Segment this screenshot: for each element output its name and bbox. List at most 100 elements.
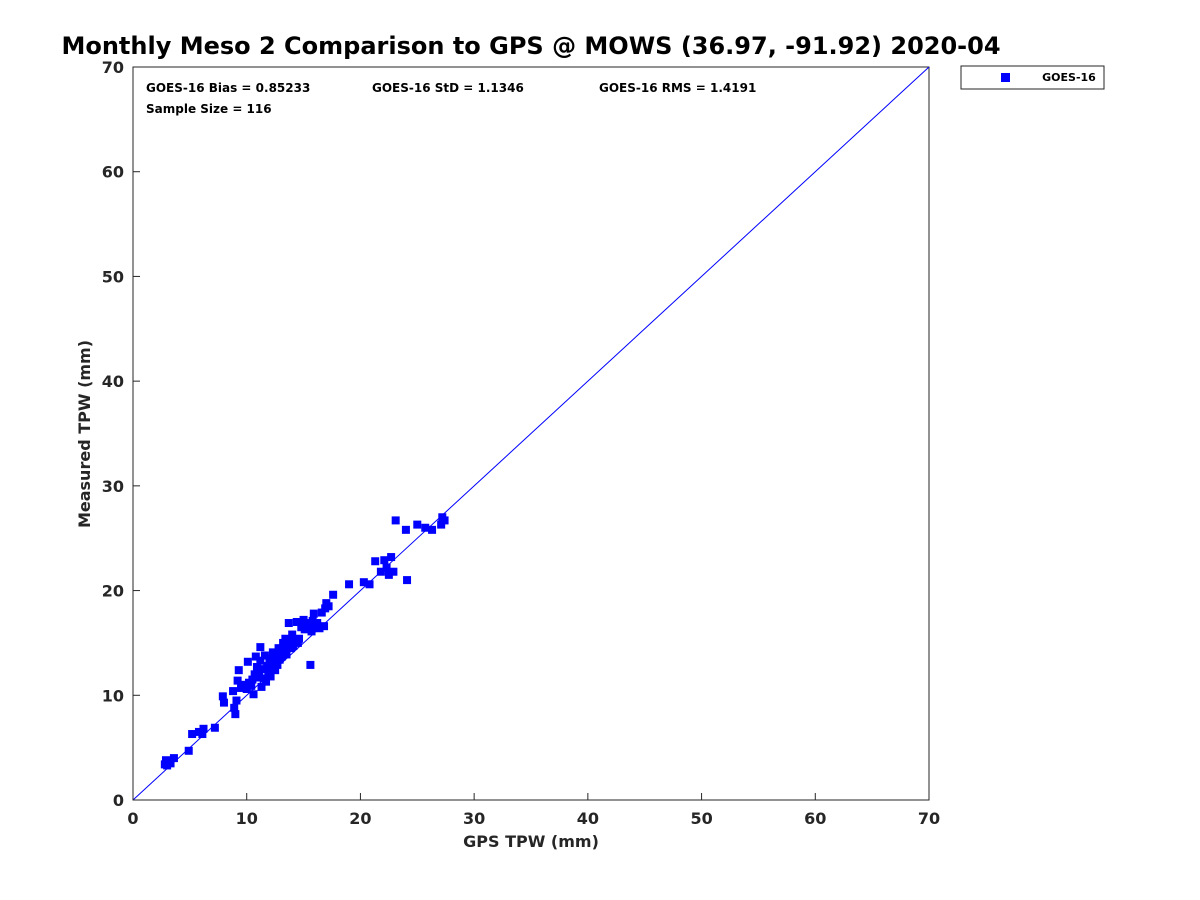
data-point [289,642,298,651]
data-point [169,754,178,763]
data-point [229,687,238,696]
data-point [210,723,219,732]
stat-sample-size: Sample Size = 116 [146,102,272,116]
chart-title: Monthly Meso 2 Comparison to GPS @ MOWS … [61,32,1000,60]
data-point [413,520,422,529]
data-point [310,623,319,632]
data-point [266,672,275,681]
data-point [166,759,175,768]
x-tick-label: 0 [127,809,138,828]
y-tick-label: 60 [102,163,124,182]
data-point [188,730,197,739]
data-point [231,710,240,719]
legend-marker [1001,73,1010,82]
data-point [219,698,228,707]
data-point [249,690,258,699]
y-tick-label: 20 [102,582,124,601]
data-point [295,634,304,643]
data-point [345,580,354,589]
data-point [308,616,317,625]
stat-std: GOES-16 StD = 1.1346 [372,81,524,95]
data-point [271,666,280,675]
data-point [258,665,267,674]
data-point [317,608,326,617]
y-tick-label: 50 [102,267,124,286]
data-point [232,696,241,705]
plot-area: 0 10 20 30 40 50 60 70 0 10 20 30 40 50 60 70 [102,58,940,828]
data-point [243,657,252,666]
data-point [280,646,289,655]
x-tick-label: 10 [236,809,258,828]
data-point [257,682,266,691]
data-point [184,746,193,755]
data-point [242,685,251,694]
data-point [313,619,322,628]
data-point [282,650,291,659]
stat-rms: GOES-16 RMS = 1.4191 [599,81,756,95]
data-point [288,630,297,639]
data-point [403,576,412,585]
data-points [160,513,449,770]
data-point [247,681,256,690]
data-point [359,578,368,587]
data-point [260,651,269,660]
y-axis-ticks: 0 10 20 30 40 50 60 70 [102,58,140,810]
data-point [437,520,446,529]
data-point [234,666,243,675]
x-axis-ticks: 0 10 20 30 40 50 60 70 [127,793,940,828]
data-point [391,516,400,525]
data-point [365,580,374,589]
data-point [251,652,260,661]
data-point [281,634,290,643]
data-point [240,680,249,689]
data-point [389,567,398,576]
data-point [254,673,263,682]
data-point [256,656,265,665]
data-point [387,553,396,562]
data-point [262,677,271,686]
data-point [218,692,227,701]
data-point [298,620,307,629]
data-point [306,660,315,669]
x-tick-label: 40 [577,809,599,828]
data-point [198,730,207,739]
data-point [384,570,393,579]
y-axis-label: Measured TPW (mm) [75,340,94,528]
data-point [285,637,294,646]
data-point [309,609,318,618]
data-point [256,643,265,652]
data-point [315,624,324,633]
data-point [265,654,274,663]
data-point [233,676,242,685]
data-point [277,652,286,661]
data-point [292,617,301,626]
y-tick-label: 40 [102,372,124,391]
data-point [284,619,293,628]
data-point [272,650,281,659]
y-tick-label: 0 [113,791,124,810]
x-tick-label: 50 [690,809,712,828]
legend: GOES-16 [960,65,1105,90]
data-point [273,660,282,669]
data-point [274,644,283,653]
y-tick-label: 30 [102,477,124,496]
x-tick-label: 60 [804,809,826,828]
data-point [293,638,302,647]
data-point [428,525,437,534]
legend-label: GOES-16 [1042,71,1096,84]
data-point [307,627,316,636]
data-point [371,557,380,566]
data-point [401,525,410,534]
data-point [320,622,329,631]
data-point [279,638,288,647]
data-point [376,567,385,576]
y-tick-label: 10 [102,686,124,705]
data-point [380,556,389,565]
data-point [299,615,308,624]
data-point [382,563,391,572]
data-point [324,602,333,611]
legend-box [960,65,1105,90]
data-point [263,661,272,670]
data-point [440,516,449,525]
